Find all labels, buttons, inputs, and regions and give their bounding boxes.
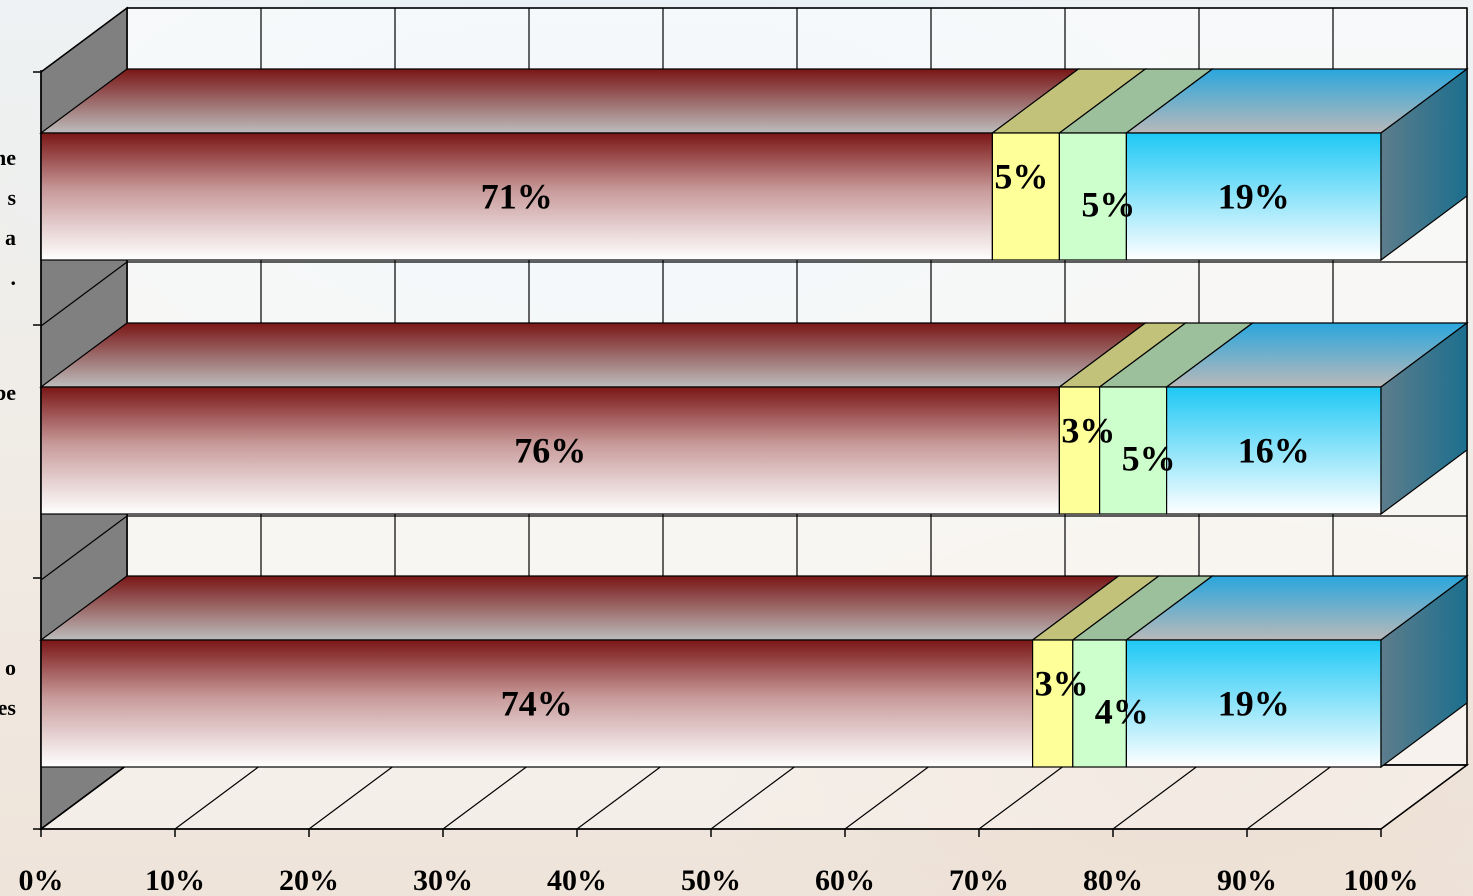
category-label-2: o xyxy=(5,655,16,680)
side-row-line xyxy=(40,7,128,73)
data-label-2-2: 4% xyxy=(1095,692,1149,732)
floor-gridline-90% xyxy=(1246,764,1334,830)
x-tick-label: 40% xyxy=(547,864,607,896)
side-row-line xyxy=(40,764,128,830)
category-label-0: a xyxy=(5,225,16,250)
bar-top-0-0 xyxy=(39,68,1081,134)
x-tick-label: 50% xyxy=(681,864,741,896)
x-tick-label: 80% xyxy=(1083,864,1143,896)
floor-gridline-30% xyxy=(442,764,530,830)
category-label-1: be xyxy=(0,380,16,405)
x-tick-label: 0% xyxy=(19,864,64,896)
bar-side-1 xyxy=(1380,321,1468,516)
bar-1-1 xyxy=(1058,386,1101,515)
floor-gridline-20% xyxy=(308,764,396,830)
category-label-2: es xyxy=(0,695,16,720)
bar-1-3 xyxy=(1165,386,1382,515)
category-label-0: s xyxy=(7,185,16,210)
floor-gridline-70% xyxy=(978,764,1066,830)
y-axis-category-labels: he sa. be o es xyxy=(0,145,16,720)
x-tick-label: 60% xyxy=(815,864,875,896)
floor-gridline-80% xyxy=(1112,764,1200,830)
category-label-0: . xyxy=(11,265,17,290)
bar-top-1-0 xyxy=(39,322,1148,388)
bar-1-0 xyxy=(40,386,1061,515)
data-label-1-2: 5% xyxy=(1122,439,1176,479)
x-tick-label: 70% xyxy=(949,864,1009,896)
x-tick-label: 90% xyxy=(1217,864,1277,896)
bar-2-0 xyxy=(40,639,1034,768)
x-axis: 0% 10% 20% 30% 40% 50% 60% 70% 80% 90% 100% xyxy=(19,70,1419,896)
data-label-2-1: 3% xyxy=(1035,664,1089,704)
floor-gridline-100% xyxy=(1380,764,1468,830)
bar-side-0 xyxy=(1380,67,1468,262)
x-tick-label: 100% xyxy=(1344,864,1419,896)
data-label-2-3: 19% xyxy=(1218,684,1290,724)
data-label-0-2: 5% xyxy=(1081,185,1135,225)
bar-side-2 xyxy=(1380,574,1468,769)
floor-gridline-40% xyxy=(576,764,664,830)
chart-labels: 71% 5%5% 19%76% 3%5% 16%74% 3%4% 19% xyxy=(481,157,1310,732)
bar-0-1 xyxy=(991,132,1061,261)
side-row-line xyxy=(40,261,128,327)
data-label-0-0: 71% xyxy=(481,177,553,217)
data-label-2-0: 74% xyxy=(501,684,573,724)
bar-2-3 xyxy=(1125,639,1382,768)
data-label-1-1: 3% xyxy=(1061,411,1115,451)
x-tick-label: 10% xyxy=(145,864,205,896)
side-row-line xyxy=(40,515,128,581)
data-label-1-3: 16% xyxy=(1238,431,1310,471)
x-tick-label: 20% xyxy=(279,864,339,896)
bar-0-2 xyxy=(1058,132,1128,261)
bar-0-3 xyxy=(1125,132,1382,261)
category-label-0: he xyxy=(0,145,16,170)
floor-gridline-10% xyxy=(174,764,262,830)
x-tick-label: 30% xyxy=(413,864,473,896)
data-label-0-3: 19% xyxy=(1218,177,1290,217)
data-label-0-1: 5% xyxy=(994,157,1048,197)
chart-bars xyxy=(39,67,1469,769)
data-label-1-0: 76% xyxy=(514,431,586,471)
floor-gridline-50% xyxy=(710,764,798,830)
bar-top-2-0 xyxy=(39,575,1121,641)
bar-2-1 xyxy=(1031,639,1074,768)
floor-gridline-60% xyxy=(844,764,932,830)
bar-0-0 xyxy=(40,132,994,261)
bar-1-2 xyxy=(1098,386,1168,515)
